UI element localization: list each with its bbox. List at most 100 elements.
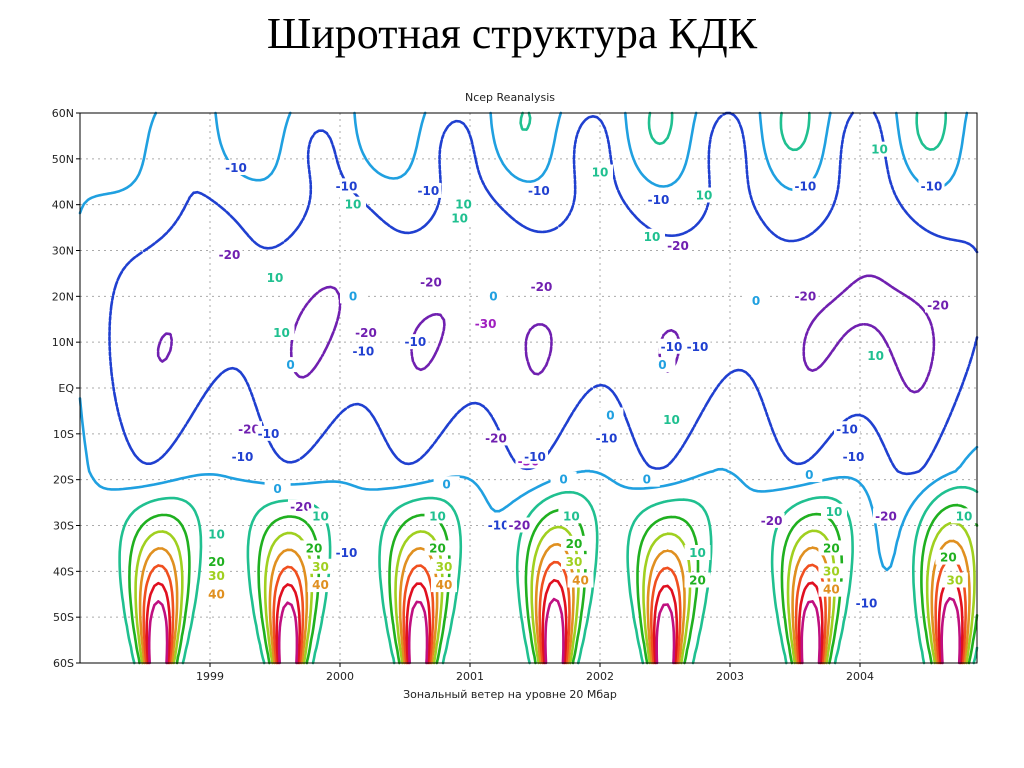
contour-label-bg: [433, 476, 460, 492]
contour-label-bg: [758, 512, 785, 528]
contour-label-bg: [818, 581, 845, 597]
contour-label: 10: [429, 509, 446, 523]
contour-label: -20: [219, 248, 241, 262]
contour-label: 20: [208, 555, 225, 569]
slide-title: Широтная структура КДК: [266, 9, 758, 58]
contour-label: 0: [606, 409, 614, 423]
contour-label: -10: [232, 450, 254, 464]
contour-label: -10: [258, 427, 280, 441]
y-tick-label: 50S: [53, 611, 74, 624]
contour-label: -10: [661, 340, 683, 354]
contour-label-bg: [684, 572, 711, 588]
contour-label-bg: [340, 196, 366, 212]
contour-label: 0: [273, 482, 281, 496]
contour-label: 40: [312, 578, 329, 592]
contour-label: 10: [826, 505, 843, 519]
contour-label: -10: [336, 546, 358, 560]
contour-label-bg: [307, 558, 334, 574]
contour-label-bg: [203, 586, 230, 602]
contour-label-bg: [818, 540, 845, 556]
contour-label: -20: [290, 500, 312, 514]
contour-label-bg: [925, 297, 951, 313]
contour-label: 20: [429, 541, 446, 555]
x-tick-label: 2002: [586, 670, 614, 683]
contour-label: -20: [927, 299, 949, 313]
contour-label: 0: [643, 473, 651, 487]
contour-label: 10: [956, 509, 973, 523]
contour-label-bg: [649, 357, 676, 373]
x-tick-label: 1999: [196, 670, 224, 683]
contour-label: -10: [524, 450, 546, 464]
contour-line: [156, 274, 936, 394]
contour-label: -20: [875, 509, 897, 523]
contour-label-bg: [307, 508, 334, 524]
contour-label: -10: [836, 422, 858, 436]
contour-label-bg: [561, 554, 587, 570]
contour-label: 10: [689, 546, 706, 560]
contour-line: [108, 111, 979, 476]
contour-labels: -10 -10 -10 -10 -10 -10 -10 -20 -20 -20 -20 -20 -20 -…: [203, 141, 977, 611]
contour-label-bg: [268, 325, 295, 340]
contour-label-bg: [333, 178, 360, 194]
contour-label-bg: [862, 347, 889, 363]
contour-label-bg: [593, 430, 620, 446]
contour-label: 40: [572, 574, 589, 588]
contour-label-bg: [550, 471, 577, 487]
contour-label-bg: [506, 517, 533, 533]
contour-chart: Ncep Reanalysis -10-10 -10 -10-10-10 -10-20…: [52, 91, 979, 701]
contour-label-bg: [818, 563, 845, 579]
contour-label: -30: [475, 317, 497, 331]
contour-label: -10: [648, 193, 670, 207]
contour-label-bg: [472, 315, 499, 331]
contour-label-bg: [853, 595, 880, 611]
contour-label-bg: [446, 210, 473, 226]
contour-label-bg: [684, 338, 711, 354]
contour-label: 0: [559, 473, 567, 487]
contour-label: -20: [420, 276, 442, 290]
contour-label-bg: [255, 425, 282, 441]
y-tick-label: 40S: [53, 565, 74, 578]
contour-label: 0: [489, 289, 497, 303]
contour-line: [142, 558, 967, 665]
contour-label: 30: [947, 574, 964, 588]
y-tick-label: 20N: [52, 290, 74, 303]
contour-label-bg: [597, 407, 624, 423]
contour-label: 30: [823, 564, 840, 578]
contour-label-bg: [691, 187, 717, 203]
contour-label-bg: [203, 567, 230, 583]
contour-label-bg: [866, 141, 893, 157]
contour-label-bg: [558, 508, 585, 524]
contour-label-bg: [340, 288, 366, 304]
contour-label-bg: [402, 334, 429, 350]
x-tick-label: 2004: [846, 670, 874, 683]
contour-label-bg: [528, 279, 555, 295]
x-tick-label: 2003: [716, 670, 744, 683]
contour-label-bg: [941, 572, 968, 588]
contour-label: -20: [761, 514, 783, 528]
contour-label-bg: [431, 558, 457, 574]
contour-label: 20: [306, 541, 323, 555]
contour-label-bg: [639, 228, 665, 244]
contour-label-bg: [350, 343, 377, 359]
contour-label-bg: [873, 508, 899, 524]
contour-label-bg: [525, 182, 552, 198]
contour-lines: [78, 111, 979, 665]
x-tick-label: 2000: [326, 670, 354, 683]
y-tick-label: 30S: [53, 520, 74, 533]
contour-label: 10: [273, 326, 290, 340]
contour-label: 0: [349, 289, 357, 303]
contour-label-bg: [918, 178, 945, 194]
contour-label: 10: [455, 198, 472, 212]
x-axis-label: Зональный ветер на уровне 20 Мбар: [403, 688, 617, 701]
contour-label: 0: [286, 358, 294, 372]
contour-label-bg: [480, 288, 507, 304]
contour-label: 0: [442, 477, 450, 491]
contour-label-bg: [424, 508, 451, 524]
contour-label: -20: [531, 280, 553, 294]
contour-label: -10: [843, 450, 865, 464]
contour-label: -10: [418, 184, 440, 198]
contour-label: 10: [871, 143, 888, 157]
contour-label-bg: [431, 577, 457, 593]
contour-label-bg: [262, 270, 288, 285]
contour-label-bg: [645, 192, 672, 208]
